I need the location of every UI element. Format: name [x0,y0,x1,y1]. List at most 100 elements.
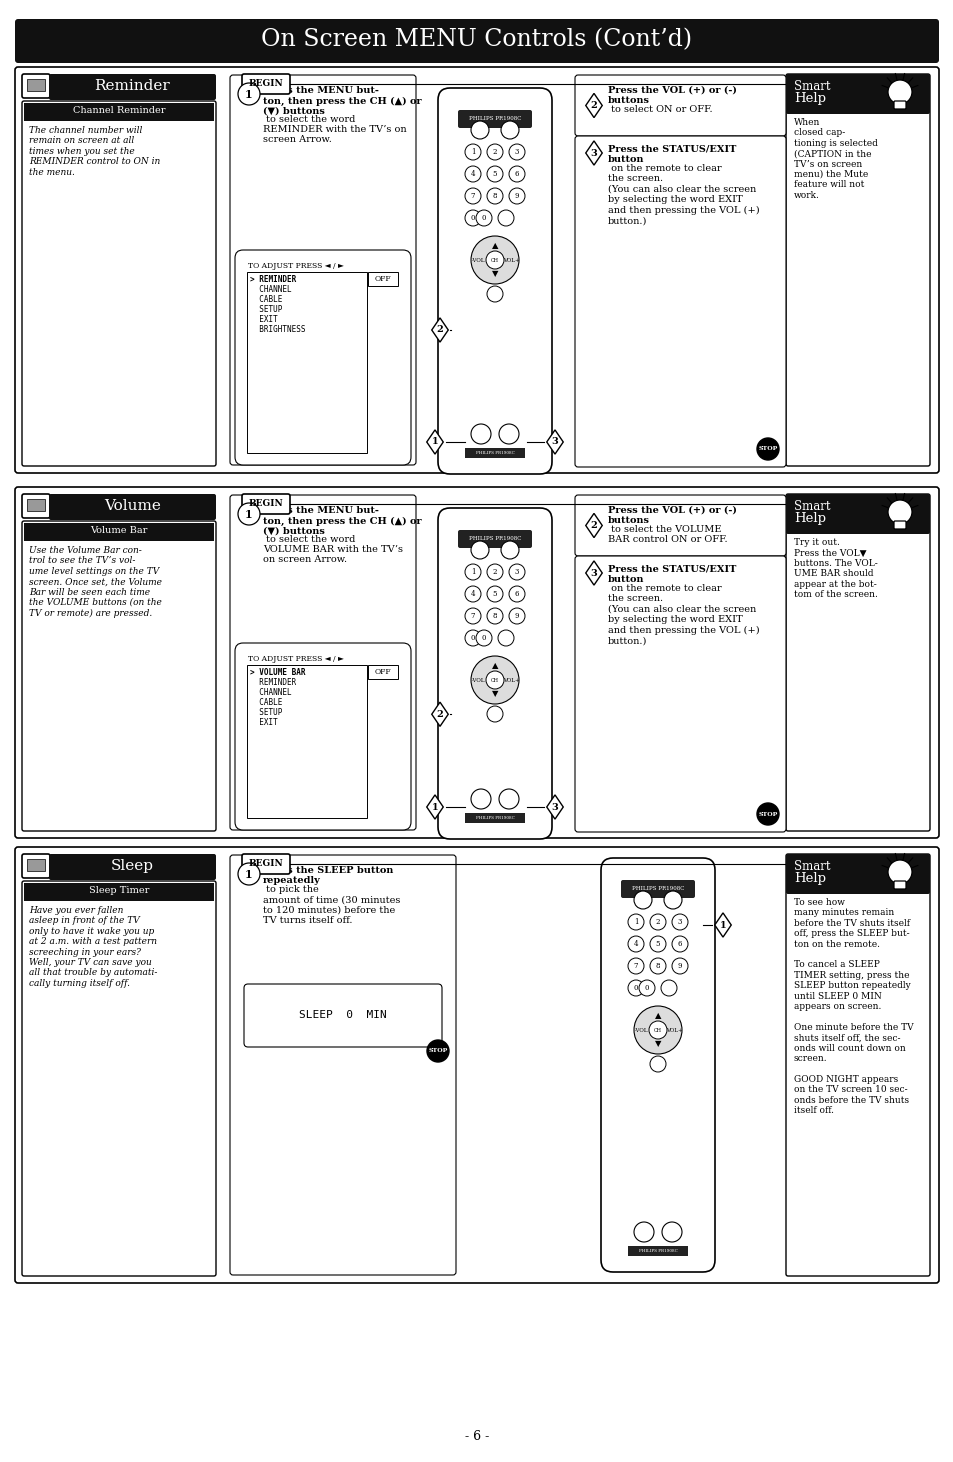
FancyBboxPatch shape [437,507,552,839]
FancyBboxPatch shape [49,854,215,880]
Circle shape [486,167,502,181]
Text: 1: 1 [470,148,475,156]
Text: VOL+: VOL+ [665,1028,681,1032]
Circle shape [887,500,911,523]
FancyBboxPatch shape [575,556,785,832]
Text: Press the MENU but-
ton, then press the CH (▲) or
(▼) buttons: Press the MENU but- ton, then press the … [263,506,421,537]
Text: EXIT: EXIT [250,314,277,325]
Polygon shape [585,513,601,538]
Text: ▲: ▲ [654,1012,660,1020]
Circle shape [471,789,491,808]
Circle shape [887,80,911,104]
Circle shape [464,143,480,159]
Text: CH: CH [654,1028,661,1032]
Circle shape [500,121,518,139]
Bar [464,447,524,458]
Text: Try it out.
Press the VOL▼
buttons. The VOL-
UME BAR should
appear at the bot-
t: Try it out. Press the VOL▼ buttons. The … [793,538,877,599]
FancyBboxPatch shape [785,75,929,466]
Polygon shape [585,140,601,165]
Bar [368,272,397,287]
FancyBboxPatch shape [244,984,441,1047]
Bar [24,883,213,901]
Text: 2: 2 [436,709,443,719]
Text: 3: 3 [515,569,518,576]
FancyBboxPatch shape [22,520,215,830]
Text: -VOL: -VOL [472,677,485,683]
Text: - 6 -: - 6 - [464,1430,489,1443]
Text: CHANNEL: CHANNEL [250,689,292,697]
Text: 9: 9 [515,613,518,620]
FancyBboxPatch shape [22,101,215,466]
Text: 1: 1 [633,918,638,925]
Circle shape [464,586,480,602]
Text: CABLE: CABLE [250,697,282,708]
Circle shape [498,789,518,808]
Circle shape [671,936,687,952]
FancyBboxPatch shape [575,75,785,136]
Circle shape [887,860,911,885]
Text: 4: 4 [633,940,638,947]
Text: Have you ever fallen
asleep in front of the TV
only to have it wake you up
at 2 : Have you ever fallen asleep in front of … [29,906,157,988]
Bar [368,665,397,678]
Text: 2: 2 [590,101,597,110]
Text: -VOL: -VOL [472,257,485,263]
Text: 9: 9 [515,192,518,200]
FancyBboxPatch shape [600,858,714,1272]
Text: BEGIN: BEGIN [249,500,283,509]
Text: 1: 1 [245,89,253,99]
Text: 0: 0 [481,635,486,642]
Text: Help: Help [793,512,825,525]
Text: SLEEP  0  MIN: SLEEP 0 MIN [299,1010,387,1020]
Circle shape [471,121,489,139]
Text: OFF: OFF [375,275,391,284]
Text: BEGIN: BEGIN [249,860,283,868]
Circle shape [464,211,480,227]
Circle shape [464,189,480,205]
FancyBboxPatch shape [15,846,938,1284]
Text: Press the STATUS/EXIT
button: Press the STATUS/EXIT button [607,145,736,164]
Text: When
closed cap-
tioning is selected
(CAPTION in the
TV’s on screen
menu) the Mu: When closed cap- tioning is selected (CA… [793,118,877,200]
Circle shape [497,630,514,646]
Circle shape [476,630,492,646]
Text: 2: 2 [493,148,497,156]
FancyBboxPatch shape [437,88,552,474]
Text: to select the word
REMINDER with the TV’s on
screen Arrow.: to select the word REMINDER with the TV’… [263,114,406,145]
Text: VOL+: VOL+ [502,257,518,263]
Text: ▲: ▲ [491,243,497,250]
FancyBboxPatch shape [22,882,215,1276]
FancyBboxPatch shape [785,75,929,114]
Text: 2: 2 [655,918,659,925]
Polygon shape [546,430,562,455]
Text: to select the word
VOLUME BAR with the TV’s
on screen Arrow.: to select the word VOLUME BAR with the T… [263,535,402,564]
Circle shape [509,167,524,181]
Circle shape [486,706,502,722]
Text: 5: 5 [493,591,497,598]
Text: 3: 3 [551,803,558,811]
Text: to select ON or OFF.: to select ON or OFF. [607,105,712,114]
Circle shape [486,608,502,624]
Text: 0: 0 [481,213,486,222]
Bar [464,813,524,823]
Text: Volume: Volume [104,499,161,513]
Text: Help: Help [793,871,825,885]
Circle shape [476,211,492,227]
Text: 8: 8 [493,613,497,620]
Text: 1: 1 [470,569,475,576]
Text: Reminder: Reminder [94,79,171,94]
Text: 0: 0 [644,984,649,993]
Circle shape [509,189,524,205]
FancyBboxPatch shape [49,75,215,99]
Text: 3: 3 [515,148,518,156]
Bar [27,499,45,512]
Text: 3: 3 [677,918,681,925]
Text: Press the VOL (+) or (-)
buttons: Press the VOL (+) or (-) buttons [607,86,736,105]
Text: CHANNEL: CHANNEL [250,285,292,294]
Circle shape [237,503,260,525]
Text: Press the STATUS/EXIT
button: Press the STATUS/EXIT button [607,564,736,585]
Text: CABLE: CABLE [250,295,282,304]
Text: Use the Volume Bar con-
trol to see the TV’s vol-
ume level settings on the TV
s: Use the Volume Bar con- trol to see the … [29,545,162,617]
Text: 6: 6 [515,170,518,178]
Circle shape [627,936,643,952]
Circle shape [649,1056,665,1072]
Circle shape [471,541,489,558]
